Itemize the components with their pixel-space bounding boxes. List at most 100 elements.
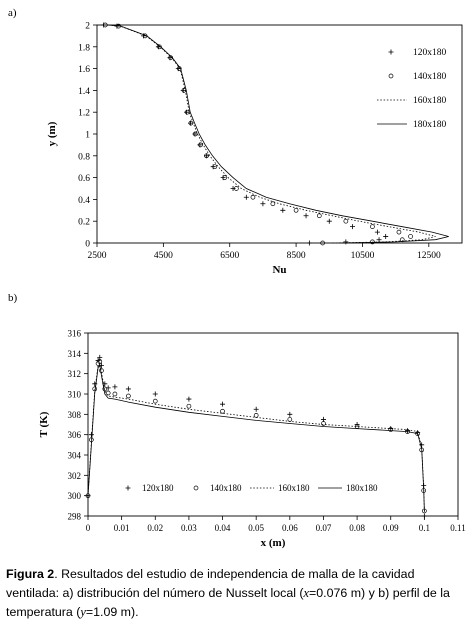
data-point-140x180 <box>396 229 402 235</box>
x-tick-label: 0.04 <box>215 523 231 533</box>
data-point-120x180 <box>280 207 286 213</box>
y-tick-label: 300 <box>68 491 82 501</box>
y-tick-label: 1.6 <box>78 65 90 75</box>
x-tick-label: 0.02 <box>147 523 163 533</box>
legend-label-120x180: 120x180 <box>142 483 174 493</box>
y-tick-label: 0.8 <box>78 152 90 162</box>
data-point-140x180 <box>321 421 326 426</box>
data-point-120x180 <box>421 513 427 519</box>
data-point-140x180 <box>212 164 218 170</box>
x-tick-label: 12500 <box>417 251 441 261</box>
plot-frame-0 <box>96 24 463 244</box>
y-tick-label: 306 <box>68 430 82 440</box>
legend-label-180x180: 180x180 <box>346 483 378 493</box>
legend-marker-120x180 <box>125 485 131 491</box>
x-tick-label: 0.08 <box>349 523 365 533</box>
data-point-120x180 <box>112 384 118 390</box>
x-tick-label: 0.09 <box>383 523 399 533</box>
series-120x180 <box>101 22 389 246</box>
caption-var-x: x <box>303 586 310 600</box>
y-tick-label: 314 <box>68 349 82 359</box>
legend-marker-140x180 <box>193 485 199 491</box>
y-tick-label: 0 <box>85 240 90 250</box>
data-point-120x180 <box>303 213 309 219</box>
series-line-160x180 <box>87 362 425 511</box>
data-point-140x180 <box>253 413 259 418</box>
x-tick-label: 0.1 <box>419 523 430 533</box>
series-180x180 <box>87 364 425 512</box>
data-point-140x180 <box>184 109 190 115</box>
data-point-140x180 <box>408 234 413 239</box>
y-tick-label: 298 <box>68 512 82 522</box>
data-point-120x180 <box>383 233 389 239</box>
series-line-160x180 <box>106 24 436 244</box>
caption-text-2: =0.076 m) y b) perfil de la temperatura … <box>6 586 450 619</box>
y-tick-label: 0.6 <box>78 174 90 184</box>
y-axis-label: T (K) <box>38 411 50 437</box>
data-point-120x180 <box>186 396 192 402</box>
data-point-140x180 <box>126 393 131 399</box>
data-point-120x180 <box>376 237 382 243</box>
y-tick-label: 1 <box>85 131 90 141</box>
data-point-120x180 <box>220 401 226 407</box>
data-point-120x180 <box>88 432 94 438</box>
series-line-180x180 <box>107 24 449 244</box>
x-tick-label: 0.07 <box>316 523 332 533</box>
data-point-140x180 <box>316 213 322 219</box>
y-tick-label: 316 <box>68 329 82 339</box>
data-point-120x180 <box>253 406 259 412</box>
x-tick-label: 10500 <box>351 251 375 261</box>
data-point-120x180 <box>320 416 326 422</box>
y-tick-label: 1.4 <box>78 87 90 97</box>
y-tick-label: 308 <box>68 410 82 420</box>
legend-label-140x180: 140x180 <box>210 483 242 493</box>
data-point-120x180 <box>97 354 103 360</box>
caption-text-3: =1.09 m). <box>85 605 139 619</box>
y-tick-label: 312 <box>68 369 82 379</box>
x-axis-label: Nu <box>272 264 286 276</box>
x-tick-label: 0.03 <box>181 523 197 533</box>
y-tick-label: 1.8 <box>78 43 90 53</box>
data-point-140x180 <box>102 386 108 392</box>
data-point-140x180 <box>222 175 228 180</box>
x-tick-label: 0.11 <box>450 523 465 533</box>
y-axis-label: y (m) <box>46 121 58 146</box>
data-point-120x180 <box>374 229 380 235</box>
legend-label-140x180: 140x180 <box>413 72 447 82</box>
data-point-120x180 <box>326 218 332 224</box>
data-point-140x180 <box>234 186 239 191</box>
figure-caption: Figura 2. Resultados del estudio de inde… <box>6 565 468 622</box>
data-point-120x180 <box>419 442 425 448</box>
x-tick-label: 0.05 <box>248 523 264 533</box>
data-point-140x180 <box>287 417 293 422</box>
data-point-140x180 <box>112 391 118 397</box>
series-160x180 <box>87 362 425 511</box>
data-point-140x180 <box>370 224 375 229</box>
data-point-140x180 <box>220 408 225 414</box>
data-point-120x180 <box>243 194 249 200</box>
data-point-140x180 <box>270 201 276 207</box>
data-point-140x180 <box>192 131 198 137</box>
series-140x180 <box>102 22 413 246</box>
legend-marker-120x180 <box>388 49 394 55</box>
series-line-180x180 <box>87 364 425 512</box>
x-tick-label: 0.06 <box>282 523 298 533</box>
data-point-120x180 <box>287 411 293 417</box>
data-point-140x180 <box>370 239 375 245</box>
data-point-140x180 <box>102 22 108 28</box>
data-point-140x180 <box>320 240 325 246</box>
data-point-140x180 <box>157 44 162 50</box>
legend-label-120x180: 120x180 <box>413 48 447 58</box>
panel-label-1: b) <box>8 292 18 304</box>
legend-label-160x180: 160x180 <box>413 96 447 106</box>
caption-lead: Figura 2 <box>6 567 55 581</box>
y-tick-label: 1.2 <box>78 109 90 119</box>
caption-text: . Resultados del estudio de independenci… <box>6 567 415 600</box>
data-point-120x180 <box>306 240 312 246</box>
series-160x180 <box>106 24 436 244</box>
legend-marker-140x180 <box>388 73 394 79</box>
figure: a) 2500 4500 6500 8500 10500 12500 0 0.2 0.4 0.6 0.… <box>8 7 466 549</box>
y-tick-label: 302 <box>68 471 82 481</box>
y-tick-label: 0.4 <box>78 196 90 206</box>
data-point-140x180 <box>293 207 299 213</box>
